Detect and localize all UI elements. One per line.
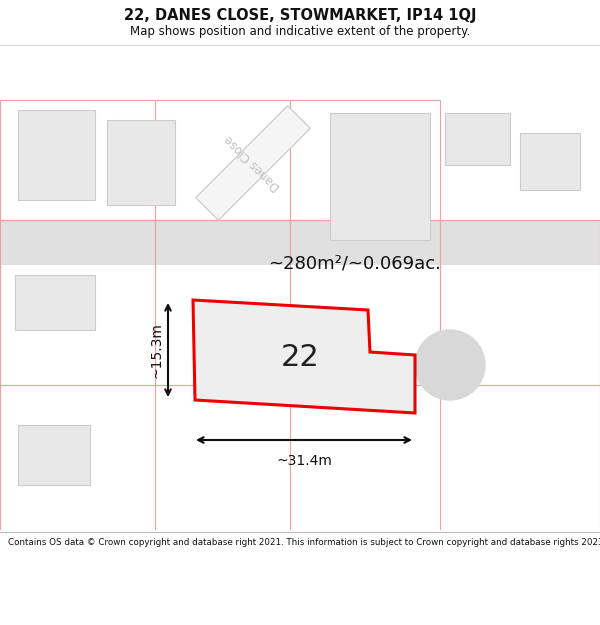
Circle shape: [415, 330, 485, 400]
Polygon shape: [107, 120, 175, 205]
Text: 22, DANES CLOSE, STOWMARKET, IP14 1QJ: 22, DANES CLOSE, STOWMARKET, IP14 1QJ: [124, 8, 476, 23]
Text: ~280m²/~0.069ac.: ~280m²/~0.069ac.: [269, 254, 442, 272]
Polygon shape: [193, 300, 415, 413]
Text: Map shows position and indicative extent of the property.: Map shows position and indicative extent…: [130, 25, 470, 38]
Polygon shape: [15, 275, 95, 330]
Polygon shape: [196, 106, 310, 220]
Polygon shape: [445, 113, 510, 165]
Polygon shape: [18, 425, 90, 485]
Polygon shape: [18, 110, 95, 200]
Polygon shape: [330, 113, 430, 240]
Text: ~15.3m: ~15.3m: [149, 322, 163, 378]
Text: Danes Close: Danes Close: [223, 132, 283, 194]
Polygon shape: [0, 220, 600, 265]
Polygon shape: [520, 133, 580, 190]
Text: 22: 22: [281, 342, 319, 371]
Text: ~31.4m: ~31.4m: [276, 454, 332, 468]
Text: Contains OS data © Crown copyright and database right 2021. This information is : Contains OS data © Crown copyright and d…: [8, 538, 600, 547]
